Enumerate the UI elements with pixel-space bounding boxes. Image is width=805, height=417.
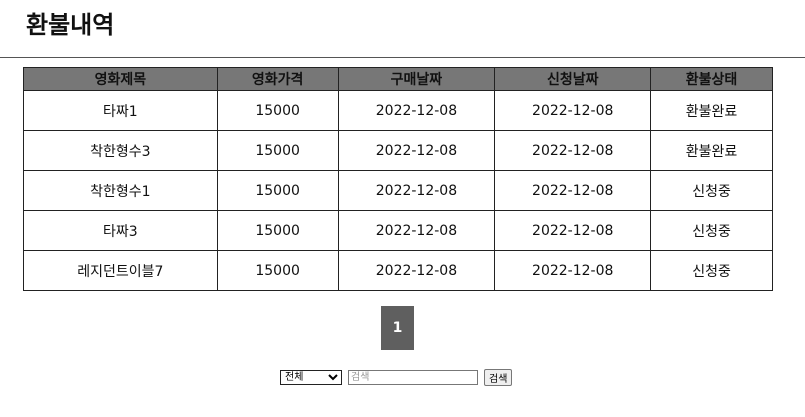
- table-row: 타짜1 15000 2022-12-08 2022-12-08 환불완료: [23, 90, 773, 131]
- cell-purchase-date: 2022-12-08: [337, 130, 496, 171]
- cell-movie-price: 15000: [216, 210, 339, 251]
- search-bar: 전체 검색: [280, 369, 513, 386]
- cell-purchase-date: 2022-12-08: [337, 170, 496, 211]
- cell-request-date: 2022-12-08: [494, 90, 652, 131]
- cell-refund-status: 환불완료: [650, 130, 773, 171]
- cell-request-date: 2022-12-08: [494, 130, 652, 171]
- cell-movie-title: 타짜1: [23, 90, 218, 131]
- header-purchase-date: 구매날짜: [337, 67, 496, 91]
- cell-request-date: 2022-12-08: [494, 250, 652, 291]
- table-header-row: 영화제목 영화가격 구매날짜 신청날짜 환불상태: [23, 67, 773, 91]
- cell-movie-title: 타짜3: [23, 210, 218, 251]
- table-row: 착한형수1 15000 2022-12-08 2022-12-08 신청중: [23, 170, 773, 211]
- cell-purchase-date: 2022-12-08: [337, 90, 496, 131]
- table-row: 타짜3 15000 2022-12-08 2022-12-08 신청중: [23, 210, 773, 251]
- search-category-select[interactable]: 전체: [280, 370, 342, 385]
- refund-table: 영화제목 영화가격 구매날짜 신청날짜 환불상태 타짜1 15000 2022-…: [23, 67, 773, 291]
- cell-request-date: 2022-12-08: [494, 210, 652, 251]
- search-button[interactable]: 검색: [484, 369, 513, 386]
- cell-purchase-date: 2022-12-08: [337, 210, 496, 251]
- header-request-date: 신청날짜: [494, 67, 652, 91]
- cell-movie-title: 착한형수1: [23, 170, 218, 211]
- cell-refund-status: 신청중: [650, 170, 773, 211]
- cell-movie-price: 15000: [216, 250, 339, 291]
- table-row: 착한형수3 15000 2022-12-08 2022-12-08 환불완료: [23, 130, 773, 171]
- pagination-page-button[interactable]: 1: [381, 306, 414, 350]
- title-divider: [0, 57, 805, 58]
- cell-movie-price: 15000: [216, 170, 339, 211]
- header-refund-status: 환불상태: [650, 67, 773, 91]
- cell-request-date: 2022-12-08: [494, 170, 652, 211]
- cell-movie-title: 착한형수3: [23, 130, 218, 171]
- cell-purchase-date: 2022-12-08: [337, 250, 496, 291]
- cell-movie-price: 15000: [216, 90, 339, 131]
- search-input[interactable]: [348, 370, 478, 385]
- cell-movie-price: 15000: [216, 130, 339, 171]
- page-title: 환불내역: [26, 11, 115, 39]
- header-movie-price: 영화가격: [216, 67, 339, 91]
- table-row: 레지던트이블7 15000 2022-12-08 2022-12-08 신청중: [23, 250, 773, 291]
- cell-movie-title: 레지던트이블7: [23, 250, 218, 291]
- cell-refund-status: 신청중: [650, 250, 773, 291]
- header-movie-title: 영화제목: [23, 67, 218, 91]
- cell-refund-status: 신청중: [650, 210, 773, 251]
- cell-refund-status: 환불완료: [650, 90, 773, 131]
